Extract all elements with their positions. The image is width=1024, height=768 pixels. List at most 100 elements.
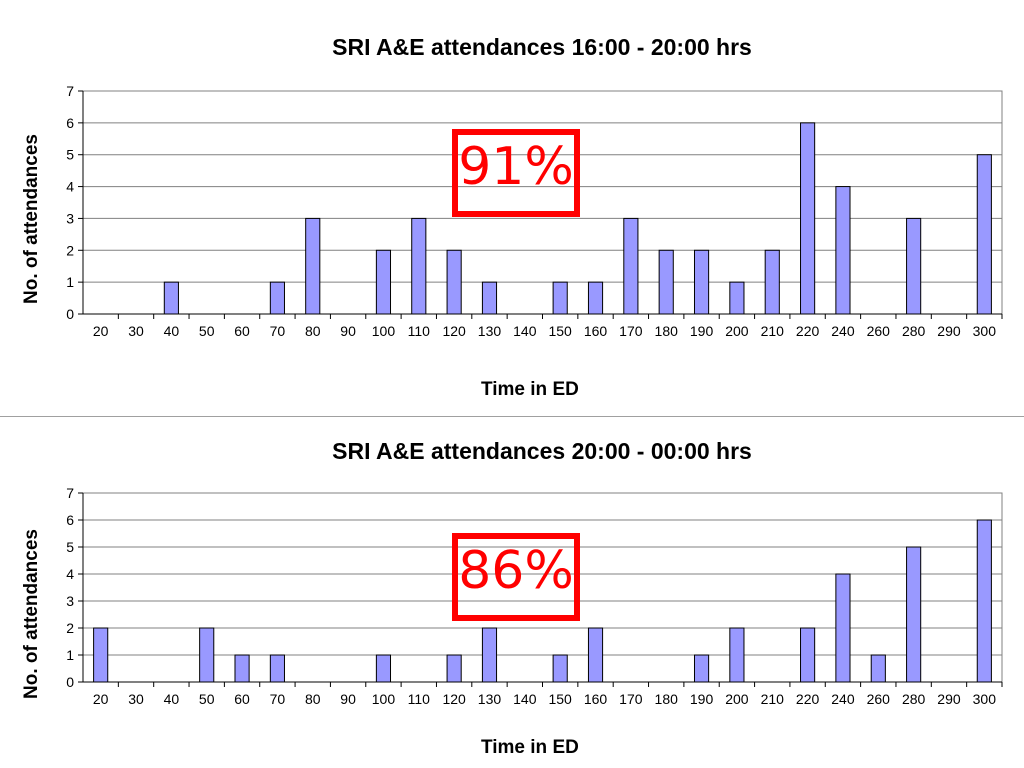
x-tick-label: 70 <box>270 323 286 339</box>
x-tick-label: 280 <box>902 323 926 339</box>
percentage-badge: 86% <box>452 533 580 621</box>
panel-divider <box>0 416 1024 417</box>
y-tick-label: 0 <box>66 306 74 322</box>
x-tick-label: 20 <box>93 691 109 707</box>
bar <box>729 627 745 683</box>
x-tick-label: 240 <box>831 323 855 339</box>
y-tick-label: 1 <box>66 274 74 290</box>
y-tick-label: 4 <box>66 566 74 582</box>
x-tick-label: 220 <box>796 691 820 707</box>
x-tick-label: 260 <box>867 323 891 339</box>
bar <box>481 281 498 315</box>
x-tick-label: 150 <box>548 323 572 339</box>
x-axis-label: Time in ED <box>481 379 579 400</box>
x-tick-label: 260 <box>867 691 891 707</box>
y-tick-label: 7 <box>66 83 74 99</box>
bar <box>305 217 321 315</box>
x-tick-label: 220 <box>796 323 820 339</box>
x-tick-label: 290 <box>937 323 961 339</box>
y-tick-label: 4 <box>66 179 74 195</box>
x-tick-label: 210 <box>761 691 785 707</box>
x-tick-label: 150 <box>548 691 572 707</box>
bar <box>976 519 992 683</box>
x-tick-label: 300 <box>973 323 997 339</box>
chart-panel-bottom: SRI A&E attendances 20:00 - 00:00 hrs No… <box>0 417 1024 768</box>
x-tick-label: 30 <box>128 323 144 339</box>
chart-title: SRI A&E attendances 20:00 - 00:00 hrs <box>332 438 752 464</box>
x-tick-label: 160 <box>584 691 608 707</box>
x-tick-label: 50 <box>199 323 215 339</box>
x-tick-label: 90 <box>340 691 356 707</box>
y-tick-label: 6 <box>66 512 74 528</box>
x-tick-label: 60 <box>234 323 250 339</box>
x-tick-label: 80 <box>305 323 321 339</box>
bar <box>587 281 604 315</box>
bar <box>976 154 992 315</box>
bar <box>658 249 674 315</box>
x-tick-label: 190 <box>690 323 714 339</box>
y-tick-label: 5 <box>66 147 74 163</box>
bar <box>693 654 710 683</box>
bar-chart-top: 0 1 2 3 4 5 6 7 20 30 40 50 60 70 80 90 100 110 120 130 140 1… <box>66 83 1003 339</box>
x-tick-label: 180 <box>655 691 679 707</box>
bar <box>234 654 250 683</box>
x-tick-label: 60 <box>234 691 250 707</box>
x-tick-label: 170 <box>619 323 643 339</box>
x-tick-label: 180 <box>655 323 679 339</box>
x-tick-label: 120 <box>442 691 466 707</box>
bar <box>269 654 285 683</box>
bar-chart-bottom: 0 1 2 3 4 5 6 7 20 30 40 50 60 70 80 90 100 110 120 130 140 1… <box>66 485 1003 707</box>
bar <box>800 122 816 315</box>
x-tick-label: 190 <box>690 691 714 707</box>
y-tick-label: 3 <box>66 210 74 226</box>
bar <box>693 249 710 315</box>
y-tick-label: 1 <box>66 647 74 663</box>
bar <box>269 281 285 315</box>
bar <box>764 249 780 315</box>
x-tick-label: 300 <box>973 691 997 707</box>
bar <box>906 217 922 315</box>
bar <box>729 281 745 315</box>
bar <box>800 627 816 683</box>
bar <box>163 281 179 315</box>
bar <box>623 217 639 315</box>
x-tick-label: 130 <box>478 323 502 339</box>
y-tick-label: 3 <box>66 593 74 609</box>
x-tick-label: 20 <box>93 323 109 339</box>
bar <box>552 281 568 315</box>
x-tick-label: 40 <box>164 323 180 339</box>
x-tick-label: 80 <box>305 691 321 707</box>
bar <box>552 654 568 683</box>
bar <box>93 627 109 683</box>
y-tick-label: 0 <box>66 674 74 690</box>
x-tick-label: 110 <box>408 691 431 707</box>
x-tick-label: 200 <box>725 691 749 707</box>
bar <box>835 186 851 315</box>
x-tick-label: 120 <box>442 323 466 339</box>
bar <box>906 546 922 683</box>
bar <box>870 654 886 683</box>
chart-title: SRI A&E attendances 16:00 - 20:00 hrs <box>332 34 752 60</box>
x-axis-label: Time in ED <box>481 737 579 758</box>
x-tick-label: 280 <box>902 691 926 707</box>
bar <box>375 249 392 315</box>
x-tick-label: 50 <box>199 691 215 707</box>
bar <box>375 654 392 683</box>
y-tick-label: 7 <box>66 485 74 501</box>
bar <box>411 217 427 315</box>
x-tick-label: 90 <box>340 323 356 339</box>
y-tick-label: 2 <box>66 242 74 258</box>
bar <box>199 627 215 683</box>
x-tick-label: 240 <box>831 691 855 707</box>
x-tick-label: 140 <box>513 323 537 339</box>
x-tick-label: 140 <box>513 691 537 707</box>
y-tick-label: 2 <box>66 620 74 636</box>
x-tick-label: 290 <box>937 691 961 707</box>
y-tick-label: 5 <box>66 539 74 555</box>
x-tick-label: 200 <box>725 323 749 339</box>
x-tick-label: 130 <box>478 691 502 707</box>
bar <box>446 654 462 683</box>
y-tick-label: 6 <box>66 115 74 131</box>
bar <box>835 573 851 683</box>
x-tick-label: 160 <box>584 323 608 339</box>
